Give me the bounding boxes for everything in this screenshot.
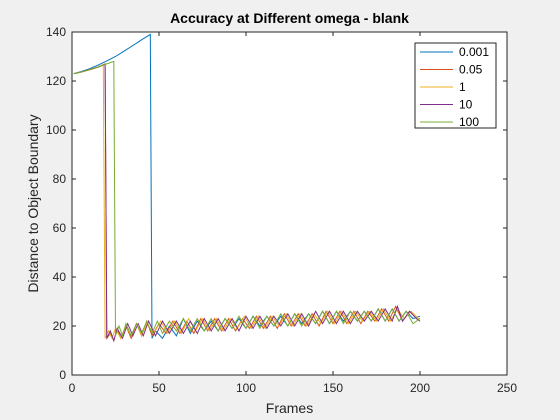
series-line-100 — [73, 60, 421, 338]
y-tick-label: 0 — [59, 368, 66, 382]
x-tick-label: 0 — [69, 381, 76, 395]
y-tick-label: 60 — [53, 221, 67, 235]
y-tick-label: 140 — [46, 25, 66, 39]
x-tick-label: 50 — [152, 381, 166, 395]
legend-label: 10 — [459, 98, 473, 112]
y-tick-label: 120 — [46, 74, 66, 88]
axes-box — [71, 31, 508, 376]
x-tick-label: 150 — [323, 381, 343, 395]
y-tick-label: 80 — [53, 172, 67, 186]
series-lines — [73, 33, 421, 343]
y-tick-label: 20 — [53, 319, 67, 333]
y-tick-label: 40 — [53, 270, 67, 284]
y-tick-label: 100 — [46, 123, 66, 137]
series-line-10 — [73, 63, 421, 343]
x-tick-label: 250 — [497, 381, 517, 395]
legend-label: 1 — [459, 80, 466, 94]
legend-label: 0.05 — [459, 63, 483, 77]
legend: 0.001 0.05 1 10 100 — [414, 42, 497, 129]
x-tick-label: 200 — [410, 381, 430, 395]
y-axis-label: Distance to Object Boundary — [25, 114, 41, 292]
chart-title: Accuracy at Different omega - blank — [170, 10, 409, 26]
legend-box — [414, 42, 497, 129]
x-tick-label: 100 — [236, 381, 256, 395]
axis-ticks: 0 50 100 150 200 250 0 20 40 60 80 100 120 140 — [46, 25, 517, 395]
legend-label: 0.001 — [459, 45, 489, 59]
legend-label: 100 — [459, 115, 479, 129]
x-axis-label: Frames — [266, 400, 313, 416]
